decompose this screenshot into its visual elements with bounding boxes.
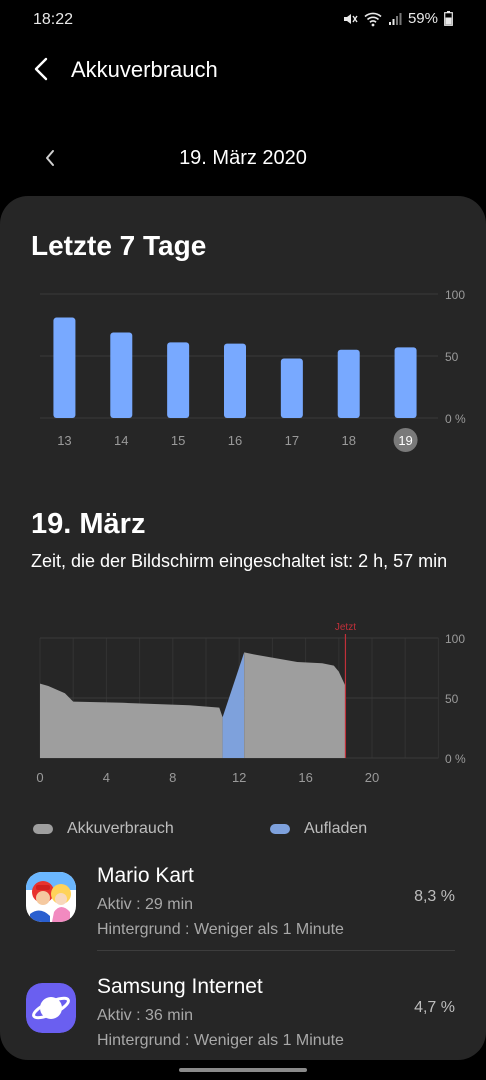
daily-title: 19. März bbox=[31, 508, 146, 540]
app-name: Samsung Internet bbox=[97, 975, 263, 998]
home-indicator[interactable] bbox=[179, 1068, 307, 1072]
app-background-time: Hintergrund : Weniger als 1 Minute bbox=[97, 921, 344, 938]
area-series-usage-2 bbox=[244, 652, 346, 758]
back-arrow-icon bbox=[34, 57, 48, 81]
now-label: Jetzt bbox=[335, 622, 356, 633]
x-tick-label: 8 bbox=[169, 770, 176, 785]
date-navigation: 19. März 2020 bbox=[0, 136, 486, 180]
legend-usage-swatch bbox=[33, 824, 53, 834]
status-bar: 18:22 59% bbox=[0, 0, 486, 40]
legend-charging-label: Aufladen bbox=[304, 820, 368, 837]
weekly-usage-chart: 100 50 0 % 13 14 15 16 17 18 19 bbox=[40, 288, 466, 452]
daily-battery-chart: 100 50 0 % 0 4 8 12 16 20 Jetzt bbox=[36, 622, 466, 785]
app-name: Mario Kart bbox=[97, 864, 194, 887]
bar-15 bbox=[167, 342, 190, 418]
app-row-mario-kart[interactable]: Mario Kart Aktiv : 29 min Hintergrund : … bbox=[0, 852, 486, 942]
x-tick-label: 14 bbox=[114, 433, 128, 448]
chart-legend: Akkuverbrauch Aufladen bbox=[0, 820, 486, 840]
battery-icon bbox=[444, 11, 453, 26]
bar-18 bbox=[337, 349, 360, 418]
signal-icon bbox=[388, 12, 402, 26]
x-tick-label: 17 bbox=[285, 433, 299, 448]
area-series-usage-0 bbox=[40, 683, 223, 758]
y-tick-label: 50 bbox=[445, 692, 459, 706]
bar-14 bbox=[110, 332, 133, 418]
x-tick-label: 20 bbox=[365, 770, 379, 785]
x-tick-label: 16 bbox=[228, 433, 242, 448]
x-tick-label: 4 bbox=[103, 770, 110, 785]
x-tick-label: 16 bbox=[298, 770, 312, 785]
bar-13 bbox=[53, 317, 76, 418]
app-active-time: Aktiv : 29 min bbox=[97, 896, 194, 913]
app-bar: Akkuverbrauch bbox=[0, 48, 486, 92]
y-tick-label: 100 bbox=[445, 632, 465, 646]
battery-text: 59% bbox=[407, 10, 438, 27]
app-row-samsung-internet[interactable]: Samsung Internet Aktiv : 36 min Hintergr… bbox=[0, 963, 486, 1053]
selected-day-marker bbox=[393, 428, 418, 452]
app-background-time: Hintergrund : Weniger als 1 Minute bbox=[97, 1032, 344, 1049]
status-time: 18:22 bbox=[33, 11, 74, 28]
mute-icon bbox=[342, 11, 358, 27]
legend-charging-swatch bbox=[270, 824, 290, 834]
y-tick-label: 0 % bbox=[445, 412, 466, 426]
page-title: Akkuverbrauch bbox=[71, 57, 218, 82]
x-tick-label: 13 bbox=[57, 433, 71, 448]
mario-kart-icon bbox=[26, 872, 76, 922]
x-tick-label: 18 bbox=[341, 433, 355, 448]
list-divider bbox=[97, 950, 455, 951]
y-tick-label: 0 % bbox=[445, 752, 466, 766]
legend-usage-label: Akkuverbrauch bbox=[67, 820, 174, 837]
y-tick-label: 50 bbox=[445, 350, 459, 364]
x-tick-label: 19 bbox=[398, 433, 412, 448]
app-active-time: Aktiv : 36 min bbox=[97, 1007, 194, 1024]
status-icons: 59% bbox=[342, 10, 453, 27]
battery-usage-card: Letzte 7 Tage 100 50 0 % 13 14 15 16 17 18 19 19.… bbox=[0, 196, 486, 1060]
back-button[interactable] bbox=[26, 54, 56, 84]
x-tick-label: 15 bbox=[171, 433, 185, 448]
area-series-charging-1 bbox=[222, 652, 245, 758]
x-tick-label: 0 bbox=[36, 770, 43, 785]
samsung-internet-icon bbox=[26, 983, 76, 1033]
y-tick-label: 100 bbox=[445, 288, 465, 302]
bar-17 bbox=[280, 358, 303, 418]
previous-date-button[interactable] bbox=[36, 144, 64, 172]
wifi-icon bbox=[364, 11, 382, 27]
bar-19 bbox=[394, 347, 417, 418]
chevron-left-icon bbox=[46, 150, 54, 166]
app-usage-percent: 4,7 % bbox=[414, 999, 455, 1016]
screen-on-time: Zeit, die der Bildschirm eingeschaltet i… bbox=[31, 551, 448, 571]
weekly-title: Letzte 7 Tage bbox=[31, 230, 207, 261]
bar-16 bbox=[224, 343, 246, 418]
app-usage-percent: 8,3 % bbox=[414, 888, 455, 905]
legend-charging: Aufladen bbox=[270, 820, 367, 838]
x-tick-label: 12 bbox=[232, 770, 246, 785]
current-date: 19. März 2020 bbox=[179, 147, 307, 169]
legend-usage: Akkuverbrauch bbox=[33, 820, 174, 838]
